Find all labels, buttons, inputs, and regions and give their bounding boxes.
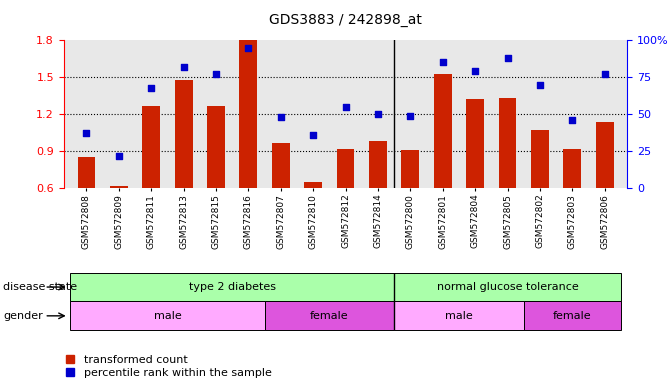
Bar [272,142,290,188]
Point [178,64,189,70]
Bar [499,98,517,188]
Point [308,132,319,138]
Bar [70,273,394,301]
Point [113,152,124,159]
Bar [304,182,322,188]
Point [81,131,92,137]
Point [405,113,416,119]
Bar [596,122,613,188]
Point [470,68,480,74]
Point [146,84,156,91]
Bar [401,150,419,188]
Point [567,117,578,123]
Bar [531,130,549,188]
Point [372,111,383,118]
Bar [207,106,225,188]
Bar [240,40,257,188]
Point [502,55,513,61]
Text: male: male [154,311,181,321]
Bar [369,141,387,188]
Bar [394,273,621,301]
Text: disease state: disease state [3,282,77,292]
Text: normal glucose tolerance: normal glucose tolerance [437,282,578,292]
Point [535,81,546,88]
Bar [70,301,264,330]
Text: type 2 diabetes: type 2 diabetes [189,282,276,292]
Bar [434,74,452,188]
Bar [264,301,394,330]
Bar [524,301,621,330]
Point [599,71,610,78]
Point [340,104,351,110]
Point [211,71,221,78]
Text: gender: gender [3,311,43,321]
Text: female: female [310,311,349,321]
Bar [142,106,160,188]
Bar [78,157,95,188]
Bar [174,80,193,188]
Bar [564,149,581,188]
Bar [110,186,127,188]
Text: male: male [445,311,473,321]
Text: female: female [553,311,592,321]
Point [243,45,254,51]
Legend: transformed count, percentile rank within the sample: transformed count, percentile rank withi… [66,355,272,379]
Point [275,114,286,120]
Text: GDS3883 / 242898_at: GDS3883 / 242898_at [269,13,422,27]
Bar [394,301,524,330]
Point [437,60,448,66]
Bar [337,149,354,188]
Bar [466,99,484,188]
